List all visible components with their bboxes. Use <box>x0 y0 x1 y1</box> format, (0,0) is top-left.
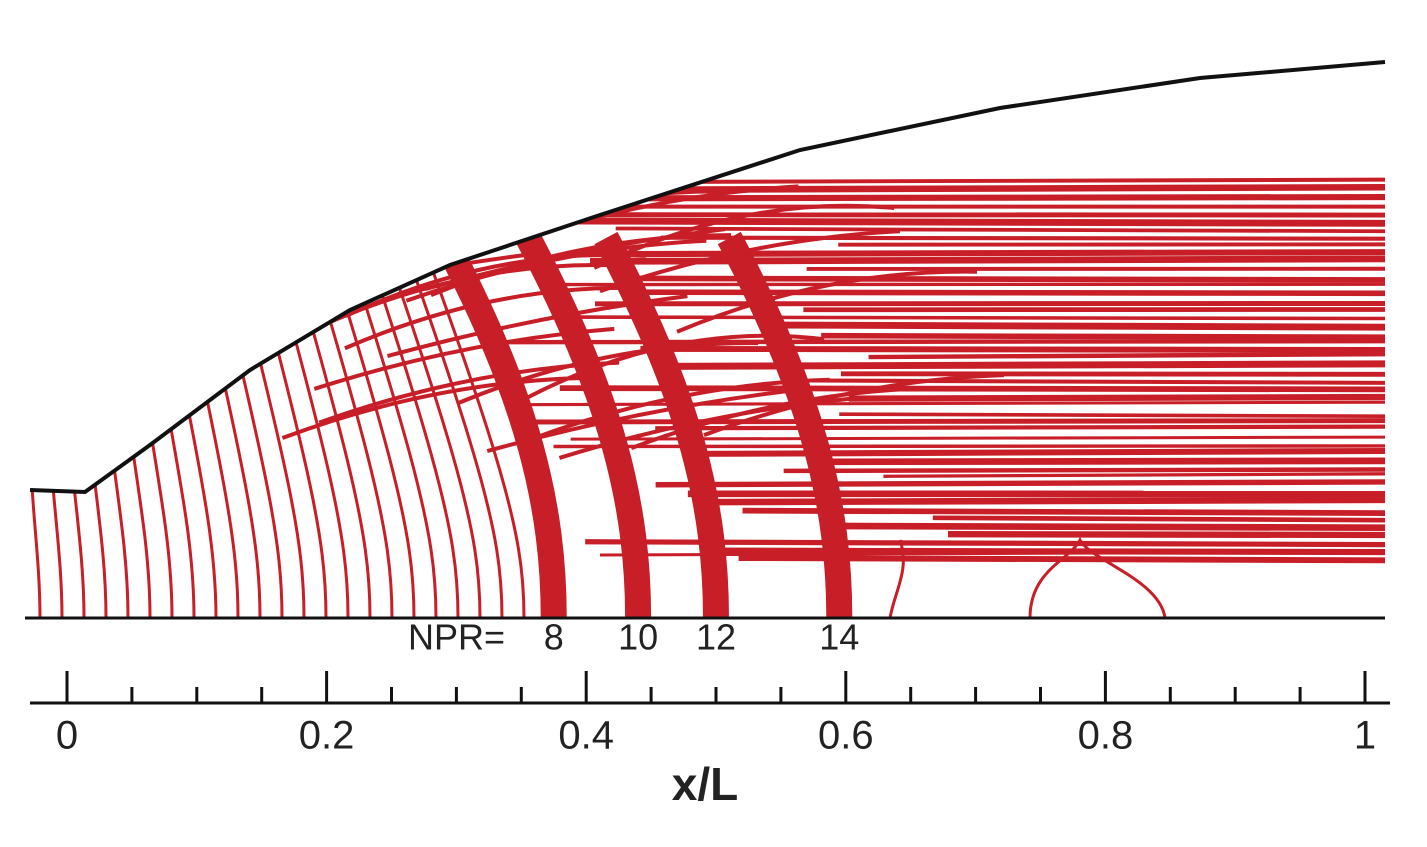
contour-line <box>145 195 218 618</box>
contour-line <box>780 321 1385 331</box>
contour-line <box>281 376 583 440</box>
contour-line <box>932 515 1385 523</box>
contour-line <box>558 395 860 460</box>
contour-line <box>687 447 1385 457</box>
contour-line <box>593 203 895 270</box>
contour-line <box>74 276 108 618</box>
contour-line <box>848 393 1385 402</box>
contour-line <box>553 444 1385 449</box>
shock-band <box>432 231 567 618</box>
contour-line <box>640 345 1385 353</box>
npr-prefix: NPR= <box>408 617 505 658</box>
npr-label: 14 <box>819 617 859 658</box>
contour-line <box>579 249 1385 258</box>
contour-line <box>655 479 1385 488</box>
contour-line <box>676 269 978 334</box>
contour-line <box>626 289 1385 297</box>
contour-line <box>231 110 350 618</box>
x-tick-label: 0.2 <box>299 714 355 758</box>
npr-label: 12 <box>696 617 736 658</box>
x-axis-label: x/L <box>672 758 738 810</box>
contour-line <box>344 285 646 351</box>
contour-line <box>599 550 1385 557</box>
contour-line <box>530 418 1385 425</box>
contour-line <box>310 196 612 261</box>
contour-line <box>260 90 394 618</box>
contour-line <box>820 457 1385 466</box>
contour-line <box>590 194 1385 202</box>
contour-line <box>457 341 759 405</box>
contour-line <box>821 332 1385 340</box>
contour-line <box>742 507 1385 516</box>
contour-line <box>30 290 42 618</box>
contour-line <box>455 217 1385 227</box>
contour-line <box>708 496 1385 506</box>
contour-line <box>60 291 86 618</box>
contour-line <box>188 150 284 618</box>
x-tick-label: 1 <box>1354 714 1376 758</box>
contour-line <box>88 260 130 618</box>
contour-line <box>665 360 1385 370</box>
contour-line <box>217 124 328 618</box>
contour-line <box>868 351 1385 360</box>
contour-line <box>630 386 932 450</box>
contour-line <box>103 244 152 618</box>
contour-line <box>518 400 1385 407</box>
x-tick-label: 0.6 <box>818 714 874 758</box>
contour-line <box>840 371 1385 377</box>
contour-line <box>590 255 1385 265</box>
x-tick-label: 0.4 <box>558 714 614 758</box>
contour-line <box>44 291 64 618</box>
contour-line <box>615 226 1385 234</box>
contour-line <box>783 467 1385 474</box>
contour-field <box>30 62 1385 618</box>
contour-line <box>625 183 1385 194</box>
contour-line <box>812 378 1385 385</box>
contour-line <box>655 424 1385 431</box>
x-tick-label: 0.8 <box>1078 714 1134 758</box>
shock-band <box>717 231 853 618</box>
contour-line <box>883 472 1385 478</box>
contour-line <box>888 539 905 618</box>
contour-line <box>661 235 1385 241</box>
contour-line <box>644 177 1385 184</box>
contour-line <box>131 211 196 618</box>
contour-line <box>830 522 1385 532</box>
npr-label: 10 <box>618 617 658 658</box>
shock-band <box>516 231 652 618</box>
shock-band <box>594 231 729 618</box>
contour-line <box>243 250 544 315</box>
contour-line <box>405 238 707 303</box>
npr-label: 8 <box>544 617 564 658</box>
contour-line <box>839 412 1385 418</box>
contour-line <box>1028 536 1167 618</box>
contour-line <box>570 435 1385 441</box>
contour-line <box>489 338 1385 345</box>
contour-line <box>616 275 1385 283</box>
contour-line <box>303 62 460 618</box>
contour-line <box>565 315 1385 321</box>
contour-line <box>559 385 1385 393</box>
x-tick-label: 0 <box>56 714 78 758</box>
nozzle-wall <box>29 60 1386 495</box>
contour-line <box>947 531 1385 539</box>
